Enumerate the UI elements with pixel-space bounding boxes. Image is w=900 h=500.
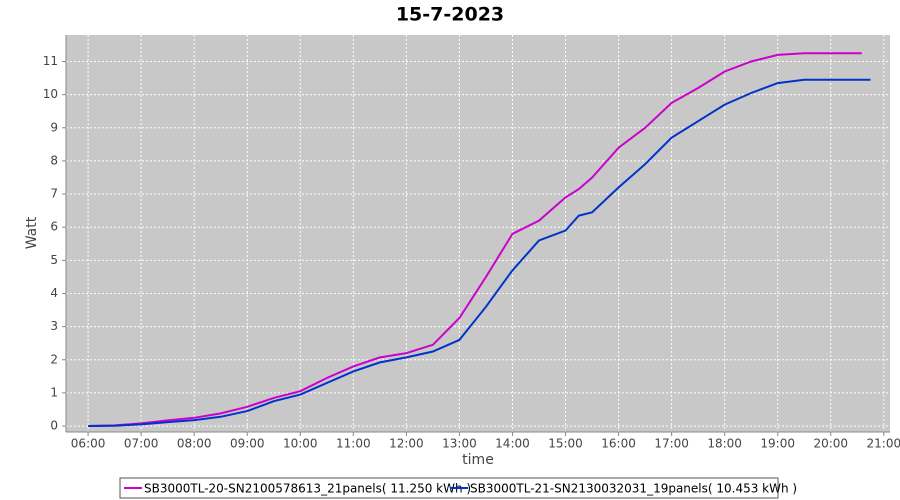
series-line xyxy=(88,52,862,427)
x-tick-label: 08:00 xyxy=(177,437,212,451)
x-tick-label: 21:00 xyxy=(867,437,900,451)
x-tick-label: 10:00 xyxy=(283,437,318,451)
x-tick-label: 12:00 xyxy=(389,437,424,451)
y-tick-label: 9 xyxy=(50,120,58,134)
y-tick-label: 3 xyxy=(50,319,58,333)
legend-label: SB3000TL-21-SN2130032031_19panels( 10.45… xyxy=(470,482,797,496)
y-tick-label: 8 xyxy=(50,153,58,167)
y-axis-label: Watt xyxy=(24,216,40,249)
x-tick-label: 18:00 xyxy=(707,437,742,451)
legend xyxy=(119,477,779,499)
y-tick-label: 6 xyxy=(50,220,58,234)
x-tick-label: 17:00 xyxy=(654,437,689,451)
x-tick-label: 13:00 xyxy=(442,437,477,451)
legend-label: SB3000TL-20-SN2100578613_21panels( 11.25… xyxy=(144,482,471,496)
x-tick-label: 11:00 xyxy=(336,437,371,451)
plot-area xyxy=(66,35,890,432)
chart-title: 15-7-2023 xyxy=(396,4,504,26)
series-line xyxy=(88,78,871,427)
y-tick-label: 4 xyxy=(50,286,58,300)
x-tick-label: 09:00 xyxy=(230,437,265,451)
x-tick-label: 16:00 xyxy=(601,437,636,451)
y-tick-label: 5 xyxy=(50,253,58,267)
y-tick-label: 10 xyxy=(43,87,58,101)
x-axis-label: time xyxy=(462,452,494,468)
x-tick-label: 14:00 xyxy=(495,437,530,451)
y-tick-label: 1 xyxy=(50,385,58,399)
y-tick-label: 11 xyxy=(43,54,58,68)
x-tick-label: 19:00 xyxy=(760,437,795,451)
y-tick-label: 2 xyxy=(50,352,58,366)
x-tick-label: 20:00 xyxy=(813,437,848,451)
y-tick-label: 0 xyxy=(50,419,58,433)
y-tick-label: 7 xyxy=(50,187,58,201)
x-tick-label: 06:00 xyxy=(71,437,106,451)
x-tick-label: 15:00 xyxy=(548,437,583,451)
x-tick-label: 07:00 xyxy=(124,437,159,451)
